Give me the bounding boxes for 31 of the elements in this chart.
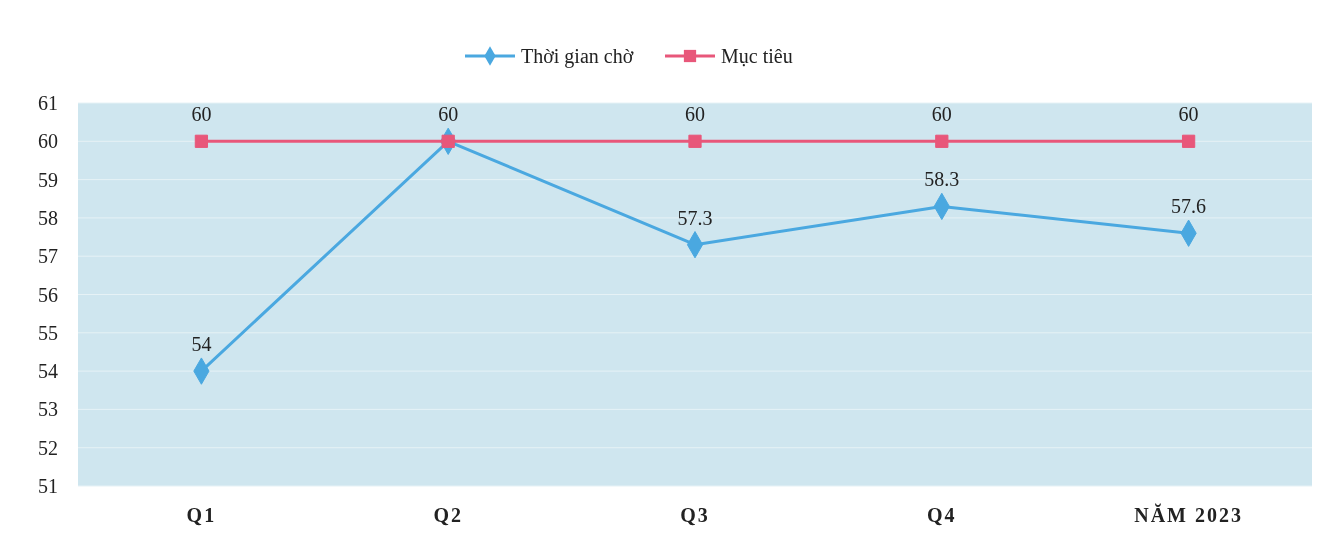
y-tick-label: 52 xyxy=(38,436,58,459)
x-tick-label: Q4 xyxy=(927,504,957,526)
data-label: 60 xyxy=(1178,103,1199,126)
point xyxy=(194,134,209,148)
data-label: 58.3 xyxy=(924,168,960,191)
y-tick-label: 54 xyxy=(38,360,58,383)
point xyxy=(1181,134,1196,148)
data-label: 60 xyxy=(685,103,705,126)
legend-label: Thời gian chờ xyxy=(521,45,634,68)
y-tick-label: 59 xyxy=(38,168,58,191)
data-label: 54 xyxy=(191,333,212,356)
y-tick-label: 58 xyxy=(38,206,58,229)
point xyxy=(688,134,702,148)
data-label: 57.6 xyxy=(1171,195,1207,218)
y-tick-label: 51 xyxy=(38,475,58,497)
data-label: 57.3 xyxy=(677,206,713,229)
x-tick-label: Q2 xyxy=(433,504,463,526)
y-tick-label: 53 xyxy=(38,398,58,421)
x-tick-label: Q3 xyxy=(680,504,710,526)
y-tick-label: 61 xyxy=(38,92,58,114)
data-label: 60 xyxy=(931,103,952,126)
y-tick-label: 55 xyxy=(38,321,58,344)
x-tick-label: NĂM 2023 xyxy=(1134,503,1243,526)
data-label: 60 xyxy=(438,103,459,126)
legend-label: Mục tiêu xyxy=(721,45,793,67)
y-tick-label: 57 xyxy=(38,245,58,268)
x-tick-label: Q1 xyxy=(186,504,217,526)
y-tick-label: 56 xyxy=(38,283,58,306)
data-label: 60 xyxy=(191,103,212,126)
y-tick-label: 60 xyxy=(38,130,58,153)
point xyxy=(935,134,949,148)
